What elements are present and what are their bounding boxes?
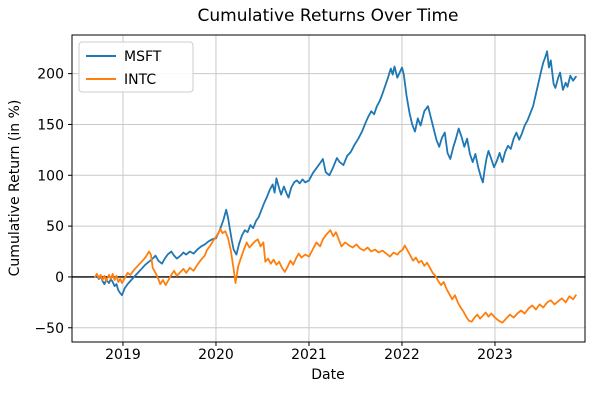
legend: MSFT INTC: [78, 41, 194, 93]
y-tick-label: −50: [34, 321, 64, 337]
chart-title: Cumulative Returns Over Time: [197, 6, 458, 26]
plot-border: [71, 34, 586, 343]
y-tick-label: 150: [37, 117, 64, 133]
y-tick-label: 0: [55, 270, 64, 286]
x-tick-label: 2022: [384, 347, 420, 363]
series-lines: [94, 50, 577, 324]
y-tick-label: 50: [46, 219, 64, 235]
x-tick-label: 2021: [291, 347, 327, 363]
x-axis-label: Date: [311, 367, 344, 383]
x-tick-label: 2023: [477, 347, 513, 363]
y-tick-label: 200: [37, 67, 64, 83]
legend-label-intc: INTC: [124, 72, 156, 88]
series-line-msft: [94, 50, 577, 297]
axis-ticks: 2019 2020 2021 2022 2023 200 150 100 50 0 −50: [34, 67, 512, 363]
series-line-intc: [94, 228, 577, 324]
x-tick-label: 2019: [105, 347, 141, 363]
legend-label-msft: MSFT: [124, 49, 162, 65]
x-tick-label: 2020: [198, 347, 234, 363]
plot-frame: [71, 34, 586, 343]
y-axis-label: Cumulative Return (in %): [7, 100, 23, 277]
y-tick-label: 100: [37, 168, 64, 184]
